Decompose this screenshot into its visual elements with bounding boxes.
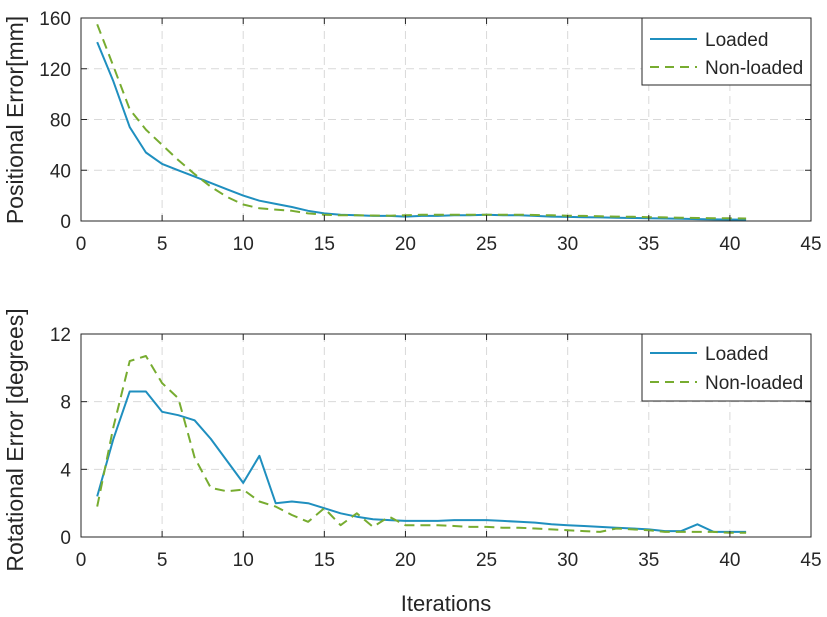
rotational-x-tick-label: 45 bbox=[800, 550, 821, 571]
rotational-y-tick-label: 4 bbox=[60, 460, 71, 481]
positional-x-tick-label: 5 bbox=[157, 234, 168, 255]
positional-legend: Loaded Non-loaded bbox=[641, 17, 812, 86]
rotational-series-nonloaded-line bbox=[96, 355, 747, 534]
rotational-x-tick-label: 35 bbox=[638, 550, 659, 571]
rotational-x-tick-label: 20 bbox=[395, 550, 416, 571]
positional-legend-box bbox=[641, 17, 812, 86]
rotational-y-tick-label: 12 bbox=[50, 325, 71, 346]
positional-x-tick-label: 20 bbox=[395, 234, 416, 255]
rotational-series-loaded-line bbox=[96, 390, 747, 533]
rotational-x-tick-label: 40 bbox=[719, 550, 740, 571]
rotational-series bbox=[96, 355, 747, 534]
positional-x-tick-label: 25 bbox=[476, 234, 497, 255]
rotational-error-chart: 0 5 10 15 20 25 30 35 40 45 0 4 8 12 Rotational Error… bbox=[2, 308, 822, 616]
positional-y-tick-label: 80 bbox=[50, 111, 71, 132]
rotational-legend-label-nonloaded: Non-loaded bbox=[705, 373, 803, 394]
rotational-y-tick-label: 8 bbox=[60, 393, 71, 414]
positional-grid bbox=[81, 18, 811, 221]
rotational-ticks: 0 5 10 15 20 25 30 35 40 45 0 4 8 12 bbox=[50, 325, 822, 571]
rotational-x-tick-label: 15 bbox=[314, 550, 335, 571]
positional-x-tick-label: 40 bbox=[719, 234, 740, 255]
positional-y-tick-label: 0 bbox=[60, 212, 71, 233]
rotational-legend-box bbox=[641, 333, 812, 402]
positional-y-tick-label: 120 bbox=[39, 60, 71, 81]
positional-y-tick-label: 160 bbox=[39, 9, 71, 30]
positional-x-tick-label: 45 bbox=[800, 234, 821, 255]
rotational-x-tick-label: 0 bbox=[76, 550, 87, 571]
positional-x-tick-label: 10 bbox=[233, 234, 254, 255]
rotational-x-tick-label: 10 bbox=[233, 550, 254, 571]
positional-y-tick-label: 40 bbox=[50, 161, 71, 182]
rotational-legend-label-loaded: Loaded bbox=[705, 344, 768, 365]
positional-error-chart: 0 5 10 15 20 25 30 35 40 45 0 40 80 120 160 Positional… bbox=[2, 9, 822, 255]
positional-series-loaded-line bbox=[96, 41, 747, 221]
positional-x-tick-label: 35 bbox=[638, 234, 659, 255]
positional-legend-label-nonloaded: Non-loaded bbox=[705, 58, 803, 79]
rotational-x-tick-label: 5 bbox=[157, 550, 168, 571]
rotational-y-tick-label: 0 bbox=[60, 528, 71, 549]
positional-series bbox=[96, 23, 747, 221]
positional-x-tick-label: 15 bbox=[314, 234, 335, 255]
rotational-legend: Loaded Non-loaded bbox=[641, 333, 812, 402]
positional-series-nonloaded-line bbox=[96, 23, 747, 220]
rotational-x-tick-label: 30 bbox=[557, 550, 578, 571]
positional-x-tick-label: 0 bbox=[76, 234, 87, 255]
rotational-y-axis-label: Rotational Error [degrees] bbox=[2, 308, 28, 571]
rotational-grid bbox=[81, 334, 811, 537]
positional-ticks: 0 5 10 15 20 25 30 35 40 45 0 40 80 120 160 bbox=[39, 9, 821, 255]
rotational-x-axis-label: Iterations bbox=[401, 591, 492, 616]
positional-y-axis-label: Positional Error[mm] bbox=[2, 16, 28, 224]
positional-legend-label-loaded: Loaded bbox=[705, 30, 768, 51]
rotational-axes-frame bbox=[80, 333, 812, 538]
positional-x-tick-label: 30 bbox=[557, 234, 578, 255]
rotational-x-tick-label: 25 bbox=[476, 550, 497, 571]
